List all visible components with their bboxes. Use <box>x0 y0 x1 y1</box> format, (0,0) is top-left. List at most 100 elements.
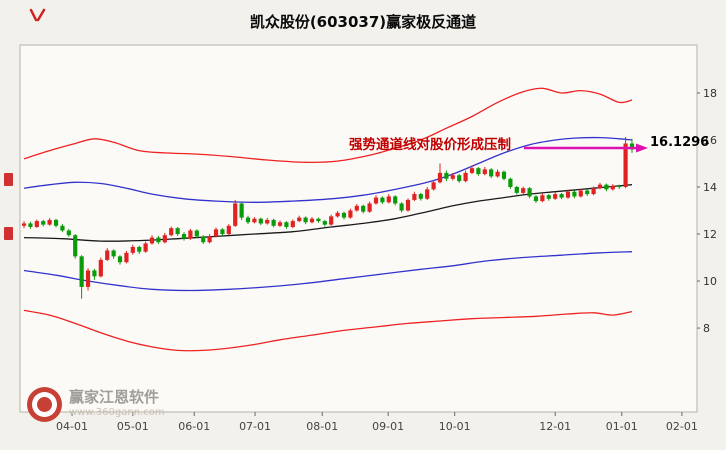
candle-body <box>565 191 571 198</box>
candle-body <box>431 182 436 190</box>
candle-body <box>258 218 263 224</box>
x-axis-label: 09-01 <box>372 420 404 433</box>
candle-body <box>527 188 532 197</box>
candle-body <box>79 256 84 287</box>
candle-body <box>105 250 110 260</box>
candle-body <box>34 221 39 227</box>
channel-line-inner-lower-blue <box>23 251 633 292</box>
candle-body <box>533 196 539 202</box>
candle-body <box>239 203 244 218</box>
x-axis-label: 08-01 <box>306 420 338 433</box>
candle-body <box>124 252 129 263</box>
candle-body <box>329 216 334 225</box>
candle-body <box>341 212 347 218</box>
candle-body <box>476 168 481 175</box>
candle-body <box>629 143 635 150</box>
y-axis-label: 16 <box>703 134 717 147</box>
candle-body <box>405 199 411 211</box>
channel-line-inner-upper-blue <box>23 136 633 203</box>
y-axis-label: 8 <box>703 322 710 335</box>
candle-body <box>354 205 359 211</box>
x-axis-label: 06-01 <box>178 420 210 433</box>
candle-body <box>284 222 289 227</box>
candle-body <box>501 171 507 179</box>
candle-body <box>489 169 494 177</box>
watermark-logo <box>27 387 62 422</box>
candle-body <box>604 184 609 190</box>
left-edge-marker-1 <box>4 173 13 186</box>
candle-body <box>66 230 71 236</box>
candle-body <box>623 143 628 188</box>
candle-body <box>303 217 308 223</box>
candle-body <box>348 210 353 218</box>
candle-body <box>399 203 404 211</box>
channel-line-outer-upper-red <box>23 87 633 164</box>
y-axis-label: 12 <box>703 228 717 241</box>
candle-body <box>335 212 340 217</box>
candle-body <box>271 219 276 226</box>
suppression-annotation-text: 强势通道线对股价形成压制 <box>349 136 511 153</box>
price-label: 16.1296 <box>650 135 709 150</box>
candle-body <box>572 191 577 197</box>
candle-body <box>98 259 103 277</box>
candle-body <box>578 190 583 197</box>
candle-body <box>117 256 123 263</box>
y-axis-label: 18 <box>703 87 717 100</box>
candle-body <box>386 196 391 203</box>
candle-body <box>540 195 545 202</box>
candle-body <box>610 185 615 190</box>
candle-body <box>85 270 91 287</box>
candle-body <box>437 172 443 183</box>
y-axis-label: 10 <box>703 275 717 288</box>
channel-line-outer-lower-red <box>23 309 633 352</box>
candle-body <box>521 188 526 193</box>
candle-body <box>233 203 238 226</box>
candle-body <box>143 243 148 252</box>
candle-body <box>297 217 302 222</box>
watermark-texts: 赢家江恩软件 www.360gann.com <box>69 390 165 418</box>
candle-body <box>28 223 33 227</box>
chart-title: 凯众股份(603037)赢家极反通道 <box>249 13 477 31</box>
candle-body <box>201 236 206 243</box>
candle-body <box>316 218 321 222</box>
candle-body <box>245 217 251 223</box>
watermark-name: 赢家江恩软件 <box>69 388 160 407</box>
candle-body <box>444 172 449 179</box>
candle-body <box>277 222 283 226</box>
watermark-url: www.360gann.com <box>69 407 165 419</box>
candle-body <box>290 221 295 227</box>
left-edge-marker-2 <box>4 227 13 240</box>
candle-body <box>309 218 315 223</box>
candle-body <box>597 184 603 189</box>
candle-body <box>591 188 596 195</box>
candle-body <box>412 194 417 200</box>
candle-body <box>220 229 225 235</box>
candle-body <box>393 196 398 204</box>
candle-body <box>367 203 372 212</box>
candle-body <box>559 194 564 198</box>
candle-body <box>156 237 161 243</box>
candle-body <box>418 194 423 199</box>
x-axis-label: 04-01 <box>56 420 88 433</box>
candle-body <box>188 230 193 239</box>
candle-body <box>130 246 135 253</box>
candle-body <box>213 229 219 237</box>
candle-body <box>322 221 327 225</box>
candle-body <box>373 197 379 204</box>
candle-body <box>47 219 52 225</box>
candle-body <box>175 228 180 235</box>
candle-body <box>53 219 59 226</box>
x-axis-label: 12-01 <box>539 420 571 433</box>
candle-body <box>617 185 622 188</box>
candle-body <box>41 221 46 225</box>
candle-body <box>73 235 78 257</box>
corner-logo-mark <box>29 8 46 22</box>
annotation-arrow-head <box>636 143 648 153</box>
candle-body <box>207 236 212 243</box>
candle-body <box>181 234 187 239</box>
candle-body <box>450 175 455 179</box>
candle-body <box>194 230 199 237</box>
candle-body <box>92 270 97 277</box>
